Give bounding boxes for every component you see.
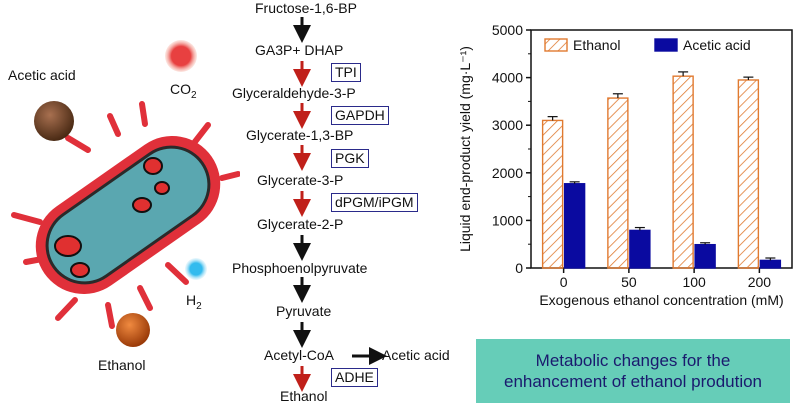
bar-ethanol [737,79,760,269]
metabolite-ethanol: Ethanol [280,388,328,404]
metabolite-ga3p-dhap: GA3P+ DHAP [255,42,344,58]
legend-swatch-acetic-acid [654,38,678,52]
yield-bar-chart: 0 1000 2000 3000 4000 5000 0 50 100 200 Ethanol Ace… [457,22,793,308]
enzyme-adhe: ADHE [331,368,378,387]
x-tick-label: 200 [748,274,772,290]
metabolite-pyruvate: Pyruvate [276,303,332,319]
y-tick-label: 3000 [492,117,523,133]
co2-label: CO2 [170,81,197,101]
legend-label-ethanol: Ethanol [573,37,620,53]
bacterium-illustration [11,40,240,347]
bar-acetic-acid [759,259,782,269]
legend-swatch-ethanol [544,38,568,52]
enzyme-pgk: PGK [331,149,369,168]
storage-granules [54,157,170,278]
bar-ethanol [607,97,629,269]
bar-ethanol [672,75,694,269]
metabolite-glycerate-2p: Glycerate-2-P [257,216,344,232]
h2-molecule-icon [185,258,207,280]
metabolite-fructose-bp: Fructose-1,6-BP [255,0,357,16]
summary-banner: Metabolic changes for the enhancement of… [476,339,790,403]
pathway-arrows [293,17,387,392]
legend-label-acetic-acid: Acetic acid [683,37,751,53]
banner-line-2: enhancement of ethanol prodution [503,372,763,391]
ethanol-molecule-icon [116,313,150,347]
x-tick-label: 50 [621,274,637,290]
metabolite-glyceraldehyde-3p: Glyceraldehyde-3-P [232,85,356,101]
x-axis-title: Exogenous ethanol concentration (mM) [539,292,783,308]
h2-label: H2 [186,292,202,312]
y-tick-label: 0 [515,260,523,276]
enzyme-gapdh: GAPDH [331,106,389,125]
x-tick-label: 100 [682,274,706,290]
metabolite-glycerate-3p: Glycerate-3-P [257,172,344,188]
y-tick-label: 2000 [492,165,523,181]
metabolite-glycerate-13bp: Glycerate-1,3-BP [246,127,354,143]
bar-ethanol [541,119,564,269]
banner-line-1: Metabolic changes for the [535,351,731,370]
y-tick-label: 5000 [492,22,523,38]
enzyme-tpi: TPI [331,63,361,82]
acetic-acid-molecule-icon [34,101,74,141]
cytoplasm [48,148,208,282]
metabolite-acetic-acid: Acetic acid [382,347,450,363]
y-tick-label: 4000 [492,70,523,86]
x-tick-label: 0 [560,274,568,290]
y-axis-title: Liquid end-product yield (mg·L⁻¹) [457,46,473,252]
metabolite-acetyl-coa: Acetyl-CoA [264,347,335,363]
metabolite-phosphoenolpyruvate: Phosphoenolpyruvate [232,260,368,276]
co2-molecule-icon [165,40,197,72]
y-tick-label: 1000 [492,212,523,228]
acetic-acid-label: Acetic acid [8,67,76,83]
bar-acetic-acid [694,243,716,269]
enzyme-dpgm-ipgm: dPGM/iPGM [331,193,418,212]
ethanol-label: Ethanol [98,357,146,373]
bar-acetic-acid [563,183,586,269]
bar-acetic-acid [629,229,651,269]
